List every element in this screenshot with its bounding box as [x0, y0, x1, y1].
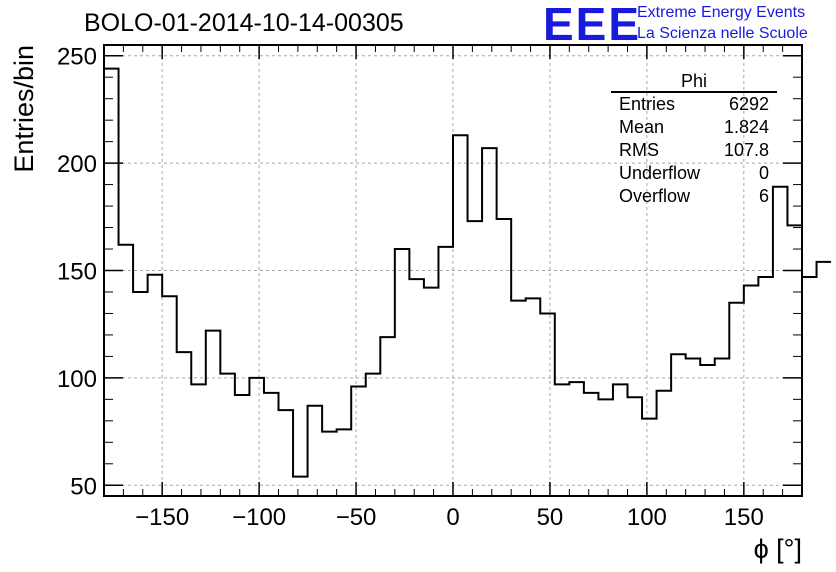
stats-box: Phi Entries 6292 Mean 1.824 RMS 107.8 Un…: [611, 71, 777, 206]
histogram-bin: [700, 365, 715, 496]
x-tick-label: −50: [336, 504, 377, 531]
histogram-bin: [671, 354, 686, 496]
histogram-bin: [337, 429, 352, 496]
histogram-bin: [424, 288, 439, 496]
tick-labels: −150 −100 −50 0 50 100 150 50 100 150 200 250: [57, 44, 764, 531]
y-tick-label: 200: [57, 151, 97, 178]
histogram-bin: [438, 247, 453, 496]
eee-logo: EEE: [543, 0, 642, 50]
stats-label-overflow: Overflow: [619, 186, 691, 206]
histogram-bin: [453, 135, 468, 496]
histogram-bin: [758, 277, 773, 496]
x-tick-label: 150: [724, 504, 764, 531]
histogram-bin: [206, 331, 221, 496]
histogram-bin: [409, 279, 424, 496]
histogram-bin: [628, 397, 643, 496]
stats-label-entries: Entries: [619, 94, 675, 114]
x-tick-label: −100: [232, 504, 286, 531]
x-tick-label: 50: [537, 504, 564, 531]
histogram-bin: [191, 384, 206, 496]
histogram-bin: [380, 337, 395, 496]
x-tick-label: 0: [446, 504, 459, 531]
histogram-bin: [351, 386, 366, 496]
histogram-bin: [133, 292, 148, 496]
grid-lines: [104, 45, 832, 496]
histogram-bin: [482, 148, 497, 496]
histogram-bin: [715, 359, 730, 496]
y-tick-label: 50: [70, 473, 97, 500]
histogram-bin: [773, 187, 788, 496]
stats-box-name: Phi: [681, 71, 707, 91]
histogram-bin: [555, 384, 570, 496]
x-tick-label: 100: [627, 504, 667, 531]
histogram-bin: [511, 301, 526, 496]
histogram-bin: [293, 477, 308, 496]
histogram-bin: [162, 296, 177, 496]
logo-line-2: La Scienza nelle Scuole: [637, 25, 808, 42]
y-tick-label: 250: [57, 44, 97, 71]
y-tick-label: 150: [57, 259, 97, 286]
histogram-bin: [366, 374, 381, 496]
histogram-bin: [104, 69, 119, 496]
logo-line-1: Extreme Energy Events: [637, 4, 806, 21]
stats-value-entries: 6292: [729, 94, 769, 114]
histogram-bin: [119, 245, 134, 496]
histogram-bin: [220, 374, 235, 496]
stats-value-overflow: 6: [759, 186, 769, 206]
histogram-bin: [249, 378, 264, 496]
histogram-bin: [686, 359, 701, 496]
stats-value-underflow: 0: [759, 163, 769, 183]
stats-value-rms: 107.8: [724, 140, 769, 160]
x-tick-label: −150: [135, 504, 189, 531]
histogram-bin: [526, 298, 541, 496]
histogram-bin: [148, 275, 163, 496]
axis-ticks: [103, 45, 803, 496]
histogram-bin: [802, 277, 817, 496]
histogram-bin: [264, 393, 279, 496]
histogram-series: [104, 67, 832, 478]
stats-label-mean: Mean: [619, 117, 664, 137]
stats-label-rms: RMS: [619, 140, 659, 160]
histogram-bin: [235, 395, 250, 496]
y-tick-label: 100: [57, 366, 97, 393]
histogram-bin: [729, 303, 744, 496]
histogram-bin: [613, 384, 628, 496]
histogram-bin: [744, 286, 759, 496]
histogram-bin: [817, 262, 832, 496]
stats-value-mean: 1.824: [724, 117, 769, 137]
chart-title: BOLO-01-2014-10-14-00305: [84, 9, 404, 37]
histogram-bin: [468, 221, 483, 496]
histogram-bin: [657, 391, 672, 496]
histogram-bin: [569, 382, 584, 496]
x-axis-label: ϕ [°]: [754, 534, 802, 564]
stats-label-underflow: Underflow: [619, 163, 701, 183]
histogram-bin: [177, 352, 192, 496]
histogram-bin: [497, 219, 512, 496]
histogram-bin: [598, 399, 613, 496]
histogram-bin: [787, 225, 802, 496]
histogram-bin: [584, 393, 599, 496]
y-axis-label: Entries/bin: [9, 45, 39, 173]
histogram-bin: [395, 249, 410, 496]
histogram-bin: [322, 432, 337, 496]
histogram-bin: [540, 313, 555, 496]
histogram-bin: [642, 419, 657, 496]
histogram-bin: [308, 406, 323, 496]
histogram-bin: [279, 410, 294, 496]
